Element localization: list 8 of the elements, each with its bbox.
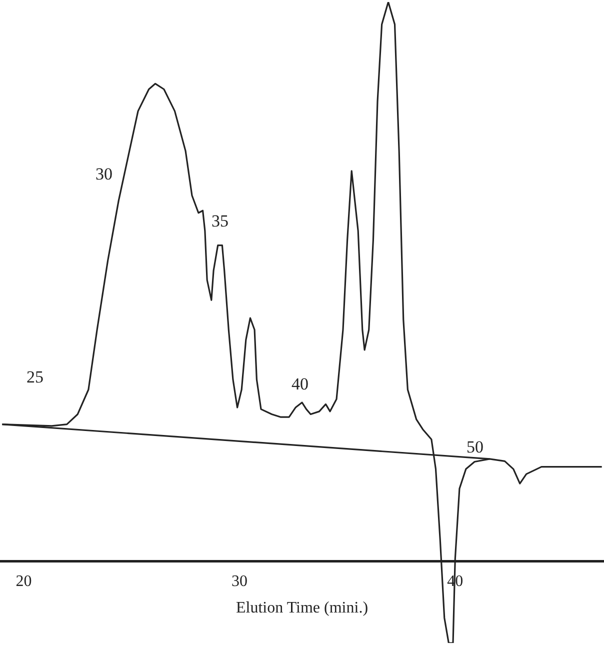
x-tick-label: 20 bbox=[16, 573, 32, 590]
x-tick-label: 30 bbox=[231, 573, 248, 590]
annotation: 50 bbox=[466, 437, 484, 456]
annotation: 25 bbox=[26, 367, 44, 386]
annotation: 30 bbox=[96, 164, 112, 184]
x-axis-title: Elution Time (mini.) bbox=[236, 599, 368, 616]
annotation: 40 bbox=[292, 374, 308, 394]
annotation: 35 bbox=[212, 211, 228, 230]
